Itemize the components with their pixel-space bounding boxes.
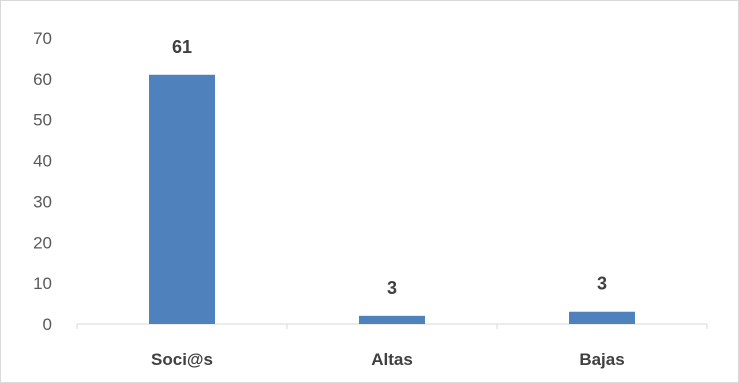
bar-socis xyxy=(149,74,215,325)
y-tick-label: 50 xyxy=(33,111,52,130)
bar-bajas xyxy=(569,311,635,324)
bar-series xyxy=(149,74,635,325)
category-label: Soci@s xyxy=(151,350,213,369)
y-axis-ticks: 0 10 20 30 40 50 60 70 xyxy=(33,29,52,334)
data-label: 61 xyxy=(172,37,192,57)
data-label: 3 xyxy=(387,278,397,298)
category-labels: Soci@s Altas Bajas xyxy=(151,350,625,369)
y-tick-label: 20 xyxy=(33,233,52,252)
y-tick-label: 30 xyxy=(33,192,52,211)
bar-altas xyxy=(359,315,425,324)
y-tick-label: 70 xyxy=(33,29,52,48)
x-axis-tickmarks xyxy=(76,324,708,329)
category-label: Altas xyxy=(371,350,413,369)
data-label: 3 xyxy=(597,274,607,294)
y-tick-label: 60 xyxy=(33,70,52,89)
y-tick-label: 40 xyxy=(33,152,52,171)
category-label: Bajas xyxy=(579,350,624,369)
y-tick-label: 10 xyxy=(33,274,52,293)
data-labels: 61 3 3 xyxy=(172,37,607,298)
y-tick-label: 0 xyxy=(43,315,52,334)
